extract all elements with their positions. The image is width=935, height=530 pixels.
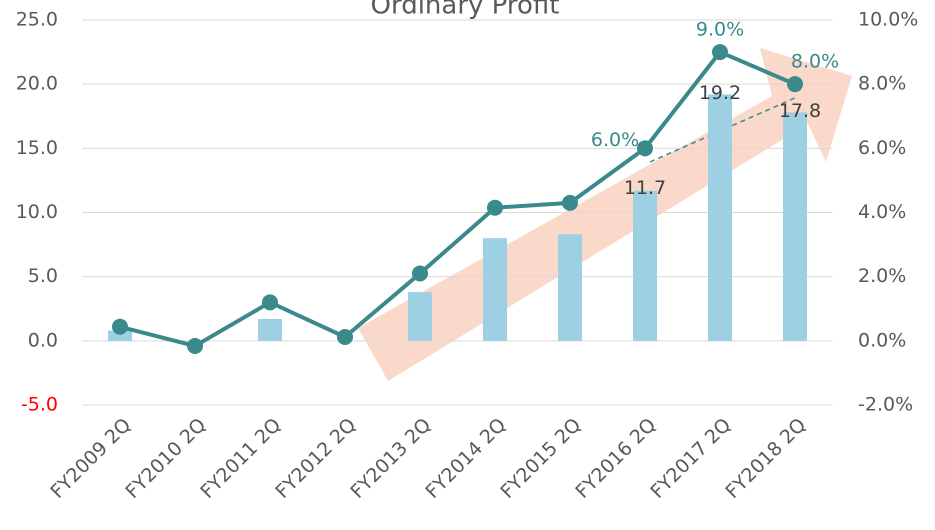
line-point xyxy=(712,44,728,60)
bar xyxy=(708,94,732,340)
y-tick-label: 20.0 xyxy=(16,73,58,95)
x-tick-label: FY2009 2Q xyxy=(46,414,135,503)
line-value-label: 9.0% xyxy=(696,19,744,41)
bar xyxy=(633,191,657,341)
y2-tick-label: 8.0% xyxy=(858,73,906,95)
y-tick-label: 5.0 xyxy=(28,265,58,287)
y2-tick-label: 2.0% xyxy=(858,265,906,287)
bar-value-label: 11.7 xyxy=(624,177,666,199)
bar xyxy=(783,112,807,340)
bar xyxy=(558,234,582,341)
x-tick-label: FY2012 2Q xyxy=(271,414,360,503)
bar-value-label: 19.2 xyxy=(699,82,741,104)
y-tick-label: 0.0 xyxy=(28,329,58,351)
x-tick-label: FY2015 2Q xyxy=(496,414,585,503)
x-tick-label: FY2010 2Q xyxy=(121,414,210,503)
bar xyxy=(483,238,507,341)
y-tick-label: 25.0 xyxy=(16,9,58,31)
line-point xyxy=(487,200,503,216)
chart: Ordinary Profit -5.0 0.0 5.0 10.0 15.0 20.0 25… xyxy=(0,0,935,530)
line-point xyxy=(187,338,203,354)
y2-tick-label: 0.0% xyxy=(858,329,906,351)
y-tick-label: 10.0 xyxy=(16,201,58,223)
x-tick-label: FY2014 2Q xyxy=(421,414,510,503)
bar xyxy=(258,319,282,341)
x-tick-label: FY2017 2Q xyxy=(646,414,735,503)
y2-tick-label: 6.0% xyxy=(858,137,906,159)
x-tick-label: FY2013 2Q xyxy=(346,414,435,503)
line-point xyxy=(637,140,653,156)
y2-tick-label: -2.0% xyxy=(858,394,913,416)
line-point xyxy=(562,195,578,211)
bar xyxy=(408,292,432,341)
y2-tick-label: 4.0% xyxy=(858,201,906,223)
bar-value-label: 17.8 xyxy=(779,100,821,122)
y2-tick-label: 10.0% xyxy=(858,9,918,31)
line-value-label: 8.0% xyxy=(791,51,839,73)
line-point xyxy=(412,265,428,281)
trend-arrow xyxy=(358,48,852,381)
x-tick-label: FY2016 2Q xyxy=(571,414,660,503)
x-tick-label: FY2011 2Q xyxy=(196,414,285,503)
line-point xyxy=(337,329,353,345)
line-point xyxy=(262,294,278,310)
line-value-label: 6.0% xyxy=(591,129,639,151)
y-tick-label: -5.0 xyxy=(21,394,58,416)
x-tick-label: FY2018 2Q xyxy=(721,414,810,503)
y-tick-label: 15.0 xyxy=(16,137,58,159)
line-point xyxy=(112,319,128,335)
chart-title: Ordinary Profit xyxy=(371,0,560,21)
line-point xyxy=(787,76,803,92)
